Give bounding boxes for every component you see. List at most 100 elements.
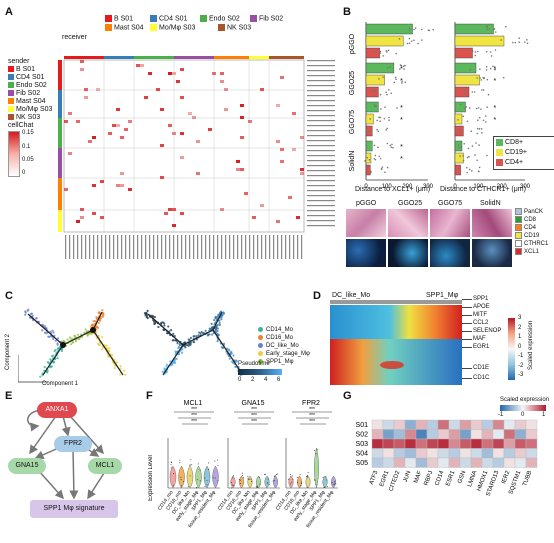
violin-dot [187,485,189,487]
d-gene-label: MAF [473,336,486,342]
heatmap-col-label-mark [117,235,119,259]
pseudotime-cell-point [210,326,213,330]
node-mcl1: MCL1 [88,458,122,474]
pseudotime-cell-point [172,339,175,342]
heatmap-cell [68,112,72,115]
heatmap-cell [120,184,124,187]
b-dot [459,132,461,134]
panel-label-b: B [343,6,351,18]
d-gene-pointer [462,331,472,332]
violin-dot [325,476,327,478]
pseudotime-cell-point [222,311,225,315]
g-heat-cell [426,457,439,468]
trajectory-cell-point [97,322,100,325]
b-dot [421,28,423,31]
receiver-swatch [150,15,157,22]
b-dot [410,40,413,42]
receiver-annotation-bar [174,56,214,59]
b-dot [463,142,466,145]
b-dot [481,132,483,134]
g-heat-cell [525,438,538,449]
heatmap-cell [244,192,248,195]
b-dot [479,68,481,71]
b-dot [471,145,474,147]
image-legend-label: CD8 [524,217,537,224]
b-dot [401,82,403,84]
d-gene-pointer [462,378,472,379]
violin-shape [256,475,261,489]
d-hotspot [380,361,404,369]
violin-dot [289,473,291,475]
heatmap-cell [240,136,244,139]
c-legend-item: SPP1_Mφ [258,358,310,366]
g-heat-cell [470,457,483,468]
c-legend-label: CD14_Mo [266,327,294,333]
heatmap-cell [280,148,284,151]
violin-dot [199,469,201,471]
pseudotime-cell-point [162,328,165,331]
pseudotime-cell-point [228,357,231,360]
pseudotime-cell-point [210,322,213,325]
distance-bar [454,113,463,125]
image-legend-label: CD19 [524,233,540,240]
cellchat-title: cellChat [8,122,34,129]
trajectory-cell-point [53,349,56,353]
receiver-annotation-bar [249,56,269,59]
pseudotime-title: Pseudotime [238,361,270,367]
heatmap-cell [172,132,176,135]
sender-annotation-bar [58,148,62,178]
c-legend-label: DC_like_Mo [266,343,299,349]
b-dot [368,158,371,161]
xlabel-right: Distance to CTHCR1+ (μm) [440,186,526,193]
trajectory-cell-point [84,328,87,331]
xlabel-left: Distance to XCL1+ (μm) [355,186,431,193]
he-image-ggo75 [430,209,470,237]
heatmap-cell [124,128,128,131]
b-dot [484,121,487,123]
b-sig-mark: * [400,78,403,85]
receiver-annotation-bar [104,56,134,59]
heatmap-row-label-mark [307,170,335,172]
trajectory-cell-point [72,341,75,344]
b-xtick: 300 [423,184,434,190]
violin-title: MCL1 [184,400,203,407]
violin-shape [297,475,302,489]
heatmap-row-label-mark [307,145,335,147]
b-dot [504,25,507,28]
d-right-title: SPP1_Mφ [426,292,459,299]
b-dot [482,89,485,91]
g-heat-cell [371,438,384,449]
violin-dot [208,469,210,471]
panel-label-f: F [146,390,153,402]
violin-dot [334,480,336,482]
d-gene-label: EGR1 [473,344,490,350]
b-group-label: SolidN [349,151,356,172]
image-legend-swatch [515,232,522,240]
b-dot [478,144,480,146]
heatmap-row-label-mark [307,80,335,82]
b-dot [466,156,469,159]
violin-dot [306,486,308,488]
c-legend-label: Early_stage_Mφ [266,351,310,357]
heatmap-col-label-mark [197,235,199,259]
trajectory-cell-point [63,339,66,343]
heatmap-col-label-mark [97,235,99,259]
trajectory-cell-point [70,343,73,346]
b-dot [485,69,488,71]
cellchat-tick: 0.15 [22,130,34,136]
b-dot [381,166,384,168]
trajectory-line [27,311,124,376]
sender-swatch [8,82,14,89]
violin-dot [195,487,197,489]
sender-label: B S01 [16,66,36,73]
heatmap-col-label-mark [137,235,139,259]
b-dot [462,159,465,162]
violin-dot [238,479,240,481]
b-dot [404,64,406,67]
pseudotime-cell-point [216,315,219,318]
heatmap-col-label-mark [181,235,183,259]
d-scale-tick: 2 [518,324,522,331]
violin-dot [232,475,234,477]
b-dot [457,144,460,146]
violin-dot [276,474,278,476]
